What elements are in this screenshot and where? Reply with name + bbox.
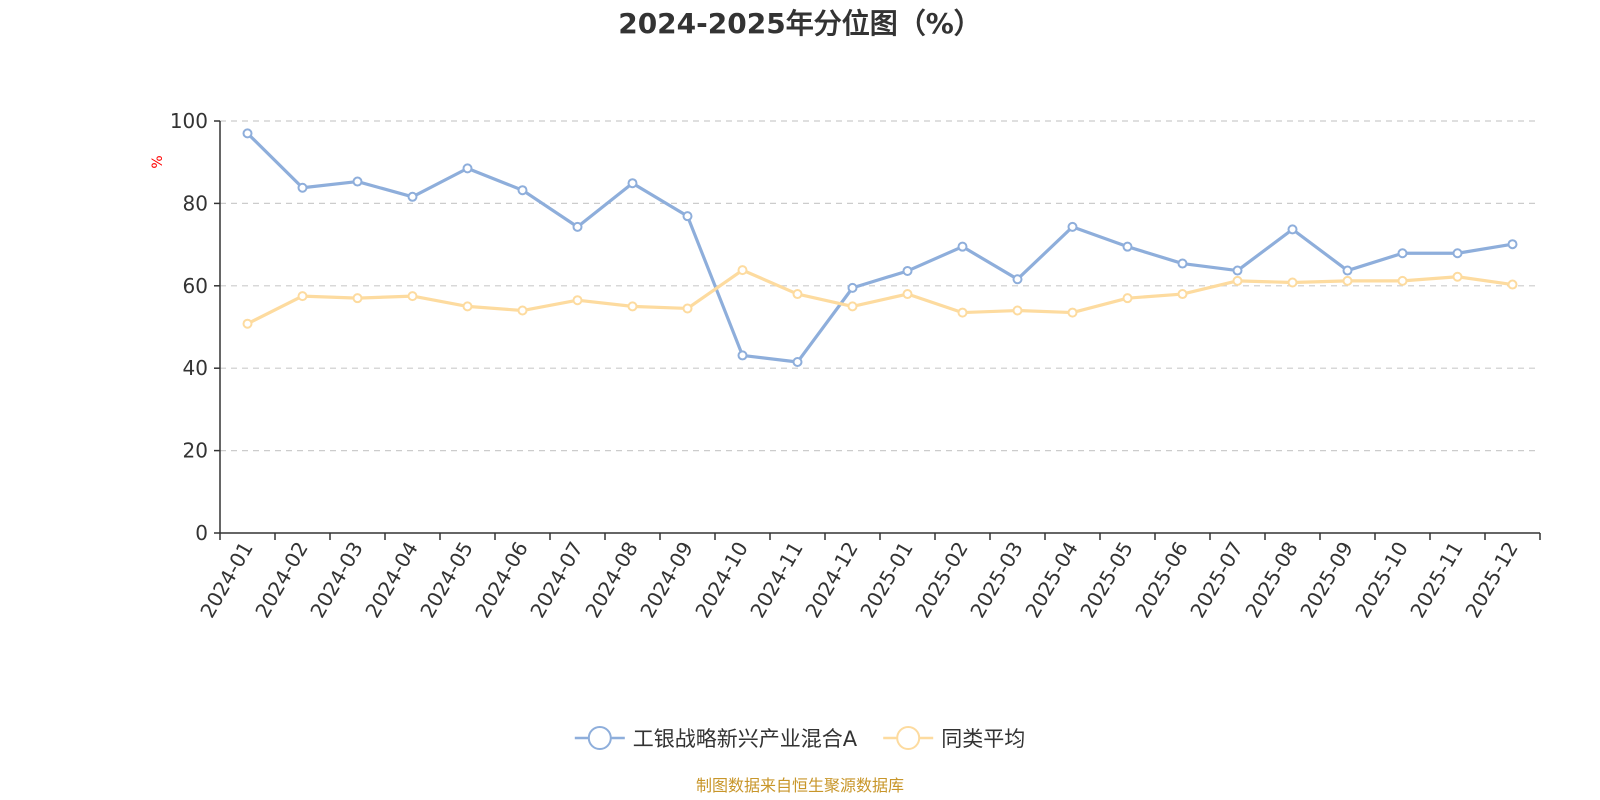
x-tick-label: 2024-08 [580,538,643,622]
data-point[interactable] [902,289,913,300]
data-point[interactable] [1067,307,1078,318]
data-point[interactable] [902,265,913,276]
series-1 [242,128,1518,368]
data-point[interactable] [297,291,308,302]
data-point[interactable] [627,178,638,189]
data-point[interactable] [1012,305,1023,316]
data-point[interactable] [682,211,693,222]
data-point[interactable] [517,185,528,196]
x-tick-label: 2025-12 [1460,538,1523,622]
series-2 [242,265,1518,329]
gridlines [220,120,1540,452]
data-point[interactable] [1452,248,1463,259]
legend-label: 同类平均 [941,727,1025,751]
data-point[interactable] [1067,221,1078,232]
x-tick-label: 2025-07 [1185,538,1248,622]
x-tick-label: 2024-11 [745,538,808,622]
legend-swatch-marker [896,726,921,750]
legend-item-1[interactable]: 工银战略新兴产业混合A [574,726,858,751]
data-point[interactable] [242,128,253,139]
data-point[interactable] [1012,274,1023,285]
data-point[interactable] [407,291,418,302]
y-tick-label: 60 [183,274,208,298]
data-point[interactable] [407,191,418,202]
x-tick-label: 2024-09 [635,538,698,622]
legend[interactable]: 工银战略新兴产业混合A 同类平均 [574,726,1025,751]
x-tick-label: 2025-05 [1075,538,1138,622]
data-point[interactable] [242,318,253,329]
chart-title: 2024-2025年分位图（%） [618,7,982,40]
data-point[interactable] [1342,265,1353,276]
data-point[interactable] [517,305,528,316]
data-point[interactable] [1397,248,1408,259]
data-point[interactable] [792,289,803,300]
x-tick-label: 2025-03 [965,538,1028,622]
y-tick-label: 40 [183,356,208,380]
x-tick-label: 2024-05 [415,538,478,622]
x-tick-label: 2024-04 [360,538,423,622]
x-tick-label: 2025-01 [855,538,918,622]
data-point[interactable] [1122,241,1133,252]
x-tick-label: 2024-06 [470,538,533,622]
data-point[interactable] [1342,275,1353,286]
x-tick-label: 2025-08 [1240,538,1303,622]
data-point[interactable] [1397,275,1408,286]
legend-label: 工银战略新兴产业混合A [633,727,858,751]
x-tick-label: 2025-04 [1020,538,1083,622]
series-line [246,132,1513,364]
data-point[interactable] [1452,271,1463,282]
series-line [246,268,1513,326]
series-layer [242,128,1518,368]
data-point[interactable] [352,293,363,304]
y-tick-label: 80 [183,191,208,215]
data-point[interactable] [737,350,748,361]
x-tick-label: 2024-02 [250,538,313,622]
y-axis-unit-label: % [150,155,166,168]
data-point[interactable] [1507,239,1518,250]
x-tick-label: 2024-03 [305,538,368,622]
x-tick-label: 2024-12 [800,538,863,622]
legend-swatch-marker [587,726,612,750]
x-tick-label: 2025-11 [1405,538,1468,622]
data-point[interactable] [847,301,858,312]
legend-item-2[interactable]: 同类平均 [883,726,1025,751]
data-point[interactable] [352,176,363,187]
data-point[interactable] [297,182,308,193]
data-point[interactable] [957,307,968,318]
data-point[interactable] [847,282,858,293]
x-tick-label: 2025-10 [1350,538,1413,622]
x-tick-label: 2024-10 [690,538,753,622]
data-point[interactable] [572,221,583,232]
data-point[interactable] [627,301,638,312]
data-point[interactable] [462,163,473,174]
data-point[interactable] [737,265,748,276]
data-point[interactable] [1287,277,1298,288]
data-point[interactable] [1287,224,1298,235]
data-point[interactable] [462,301,473,312]
data-point[interactable] [1122,293,1133,304]
x-tick-label: 2025-06 [1130,538,1193,622]
source-note: 制图数据来自恒生聚源数据库 [696,776,904,795]
data-point[interactable] [1177,289,1188,300]
data-point[interactable] [957,241,968,252]
data-point[interactable] [1232,265,1243,276]
data-point[interactable] [572,295,583,306]
y-tick-label: 100 [170,109,208,133]
data-point[interactable] [1507,279,1518,290]
x-tick-label: 2025-09 [1295,538,1358,622]
data-point[interactable] [1232,275,1243,286]
x-tick-label: 2024-07 [525,538,588,622]
data-point[interactable] [1177,258,1188,269]
x-tick-label: 2024-01 [195,538,258,622]
y-tick-label: 20 [183,439,208,463]
x-tick-label: 2025-02 [910,538,973,622]
y-tick-label: 0 [195,521,208,545]
data-point[interactable] [792,357,803,368]
data-point[interactable] [682,303,693,314]
